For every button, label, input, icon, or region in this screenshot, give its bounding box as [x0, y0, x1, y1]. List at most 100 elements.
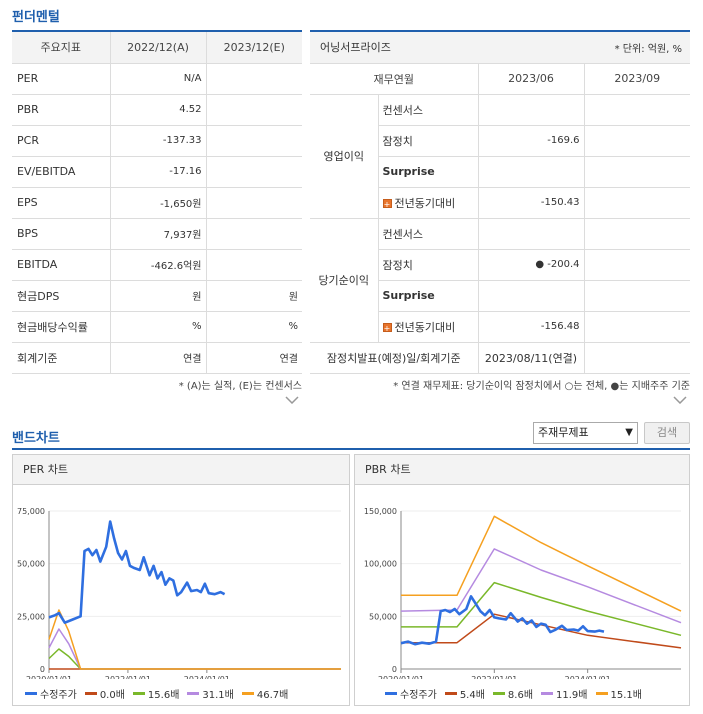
legend-item[interactable]: 0.0배 [84, 686, 125, 701]
value-2022: 연결 [109, 342, 206, 374]
plus-icon[interactable]: + [382, 199, 392, 209]
x-tick-label: 2022/01/01 [105, 675, 151, 679]
chevron-down-icon: ▼ [625, 427, 633, 438]
statement-select[interactable]: 주재무제표 ▼ [533, 422, 638, 444]
legend-label: 수정주가 [40, 690, 77, 701]
x-tick-label: 2024/01/01 [565, 675, 611, 679]
value-2023-06 [477, 156, 584, 188]
legend-item[interactable]: 15.1배 [595, 686, 642, 701]
chevron-down-icon[interactable] [285, 396, 299, 404]
plus-icon[interactable]: + [382, 323, 392, 333]
value-2023: % [205, 311, 302, 343]
legend-item[interactable]: 46.7배 [241, 686, 289, 701]
earnings-unit: * 단위: 억원, % [478, 32, 691, 64]
per-chart-legend: 수정주가 0.0배 15.6배 31.1배 46.7배 [25, 686, 288, 701]
legend-swatch [241, 692, 254, 695]
table-row: 잠정치 -169.6 [310, 125, 691, 157]
legend-label: 8.6배 [507, 690, 534, 701]
legend-swatch [595, 692, 608, 695]
pbr-chart: 0 50,000 100,000 150,000 2020/01/01 2022/01/0… [364, 507, 682, 679]
table-row: 현금배당수익률%% [12, 311, 302, 343]
table-row: PER N/A [12, 63, 302, 95]
value-2022: % [109, 311, 206, 343]
band-title-line [12, 448, 690, 450]
legend-label: 46.7배 [256, 690, 289, 701]
metric-label: 컨센서스 [377, 94, 478, 126]
indicator-label: PBR [12, 94, 110, 126]
table-row: 회계기준 연결 연결 [12, 342, 302, 374]
x-tick-label: 2024/01/01 [184, 675, 230, 679]
indicator-label: 회계기준 [12, 342, 110, 374]
table-row: PBR 4.52 [12, 94, 302, 126]
series-line-1 [401, 613, 682, 649]
value-2023-09 [583, 187, 691, 219]
table-row: 현금DPS 원 원 [12, 280, 302, 312]
metric-label-text: 잠정치 [382, 134, 413, 148]
value-2023 [205, 156, 302, 188]
chevron-down-icon[interactable] [673, 396, 687, 404]
metric-label: + 전년동기대비 [377, 187, 478, 219]
col-header-indicator: 주요지표 [12, 32, 110, 64]
indicator-label: EV/EBITDA [12, 156, 110, 188]
search-button[interactable]: 검색 [644, 422, 690, 444]
y-tick-label: 0 [392, 665, 397, 674]
fundamental-title-line [12, 30, 302, 32]
value-2023: 원 [205, 280, 302, 312]
y-tick-label: 50,000 [17, 560, 45, 569]
y-tick-label: 25,000 [17, 612, 45, 621]
y-tick-label: 0 [40, 665, 45, 674]
legend-item[interactable]: 수정주가 [25, 686, 77, 701]
indicator-label: PCR [12, 125, 110, 157]
table-row: Surprise [310, 156, 691, 188]
indicator-label: BPS [12, 218, 110, 250]
legend-item[interactable]: 31.1배 [187, 686, 234, 701]
metric-label: Surprise [377, 156, 478, 188]
value-2023 [205, 94, 302, 126]
value-2023-09 [583, 125, 691, 157]
legend-item[interactable]: 11.9배 [541, 686, 588, 701]
legend-item[interactable]: 8.6배 [492, 686, 534, 701]
value-2022: -137.33 [109, 125, 206, 157]
release-date-empty [583, 342, 691, 374]
band-title: 밴드차트 [12, 431, 60, 446]
y-tick-label: 150,000 [364, 507, 397, 516]
release-date-value: 2023/08/11(연결) [477, 342, 584, 374]
metric-label: 잠정치 [377, 125, 478, 157]
value-2023-09 [583, 280, 691, 312]
fundamental-note: * (A)는 실적, (E)는 컨센서스 [178, 381, 302, 392]
metric-label: 컨센서스 [377, 218, 478, 250]
per-chart: 0 25,000 50,000 75,000 2020/01/01 2022/01/01 2… [17, 507, 341, 679]
legend-label: 31.1배 [202, 690, 234, 701]
value-2023 [205, 249, 302, 281]
table-row: EV/EBITDA -17.16 [12, 156, 302, 188]
value-2022: 7,937원 [109, 218, 206, 250]
fundamental-title: 펀더멘털 [12, 10, 60, 25]
y-tick-label: 100,000 [364, 560, 397, 569]
table-row: EPS -1,650원 [12, 187, 302, 219]
x-tick-label: 2022/01/01 [471, 675, 517, 679]
legend-item[interactable]: 5.4배 [444, 686, 485, 701]
value-2023-06: -150.43 [477, 187, 584, 219]
table-row: + 전년동기대비 -150.43 [310, 187, 691, 219]
value-2023-06 [477, 218, 584, 250]
value-2023 [205, 187, 302, 219]
value-2023-06: -169.6 [477, 125, 584, 157]
legend-item[interactable]: 수정주가 [385, 686, 437, 701]
col-header-2023-06: 2023/06 [477, 63, 584, 95]
legend-swatch [444, 692, 457, 695]
value-2023-09 [583, 311, 691, 343]
earnings-table: 어닝서프라이즈 * 단위: 억원, % 재무연월 2023/06 2023/09… [310, 32, 691, 374]
metric-label: 잠정치 [377, 249, 478, 281]
metric-label-text: 전년동기대비 [394, 196, 456, 210]
table-row: 당기순이익 컨센서스 [310, 218, 691, 343]
y-tick-label: 75,000 [17, 507, 45, 516]
metric-label: + 전년동기대비 [377, 311, 478, 343]
legend-swatch [187, 692, 200, 695]
group-label: 영업이익 [310, 94, 378, 219]
legend-swatch [492, 692, 505, 695]
indicator-label: PER [12, 63, 110, 95]
table-row: EBITDA -462.6억원 [12, 249, 302, 281]
legend-item[interactable]: 15.6배 [132, 686, 179, 701]
indicator-label: 현금DPS [12, 280, 110, 312]
series-line-2 [401, 581, 682, 637]
